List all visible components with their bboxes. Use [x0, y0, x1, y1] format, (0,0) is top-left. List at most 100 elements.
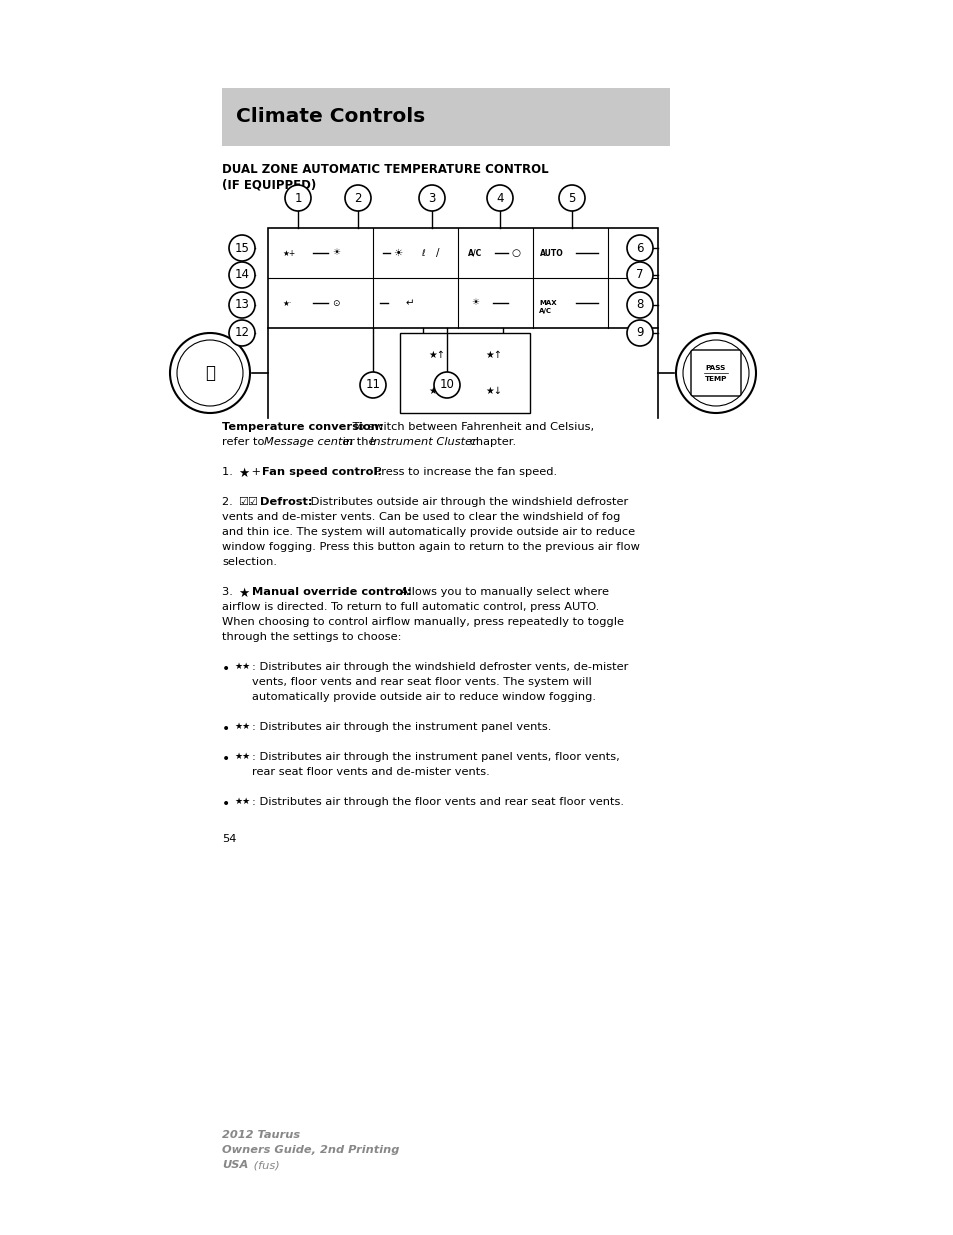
Text: Fan speed control:: Fan speed control:	[262, 467, 381, 477]
Circle shape	[626, 320, 652, 346]
Text: ⏻: ⏻	[205, 364, 214, 382]
Text: (fus): (fus)	[250, 1160, 279, 1170]
Text: Message center: Message center	[264, 437, 354, 447]
Text: ⊙: ⊙	[332, 299, 339, 308]
Circle shape	[626, 291, 652, 317]
Text: MAX: MAX	[538, 300, 556, 306]
Text: 7: 7	[636, 268, 643, 282]
Bar	[222, 88, 669, 146]
Text: Temperature conversion:: Temperature conversion:	[222, 422, 383, 432]
Text: ★★: ★★	[233, 722, 250, 731]
Text: 1.: 1.	[222, 467, 236, 477]
Text: A/C: A/C	[538, 308, 552, 314]
Text: ☀: ☀	[332, 248, 339, 258]
Text: refer to: refer to	[222, 437, 268, 447]
Text: ★·: ★·	[283, 299, 292, 308]
Text: 14: 14	[234, 268, 250, 282]
Text: +: +	[248, 467, 264, 477]
Text: •: •	[222, 722, 230, 736]
Text: Manual override control:: Manual override control:	[252, 587, 411, 597]
Text: 11: 11	[365, 378, 380, 391]
Text: : Distributes air through the floor vents and rear seat floor vents.: : Distributes air through the floor vent…	[252, 797, 623, 806]
Text: rear seat floor vents and de-mister vents.: rear seat floor vents and de-mister vent…	[252, 767, 489, 777]
Text: ★: ★	[237, 467, 249, 480]
Text: 54: 54	[222, 835, 236, 845]
FancyBboxPatch shape	[690, 350, 740, 396]
Text: A/C: A/C	[468, 248, 482, 258]
Text: : Distributes air through the windshield defroster vents, de-mister: : Distributes air through the windshield…	[252, 662, 628, 672]
Text: ★: ★	[237, 587, 249, 600]
Text: Allows you to manually select where: Allows you to manually select where	[396, 587, 608, 597]
Text: PASS: PASS	[705, 366, 725, 370]
Text: chapter.: chapter.	[465, 437, 516, 447]
Text: 10: 10	[439, 378, 454, 391]
Text: 2.: 2.	[222, 496, 236, 508]
Text: ★★: ★★	[233, 752, 250, 761]
Text: AUTO: AUTO	[539, 248, 563, 258]
Circle shape	[229, 291, 254, 317]
Circle shape	[285, 185, 311, 211]
Text: /: /	[436, 248, 439, 258]
Circle shape	[626, 235, 652, 261]
Circle shape	[558, 185, 584, 211]
Text: 15: 15	[234, 242, 249, 254]
Bar	[399, 333, 530, 412]
Circle shape	[229, 235, 254, 261]
Text: vents, floor vents and rear seat floor vents. The system will: vents, floor vents and rear seat floor v…	[252, 677, 591, 687]
Text: ↵: ↵	[405, 298, 414, 308]
Text: ★★: ★★	[233, 662, 250, 671]
Text: and thin ice. The system will automatically provide outside air to reduce: and thin ice. The system will automatica…	[222, 527, 635, 537]
Text: ★↑: ★↑	[485, 351, 501, 361]
Text: 2: 2	[354, 191, 361, 205]
Text: Instrument Cluster: Instrument Cluster	[370, 437, 476, 447]
Text: (IF EQUIPPED): (IF EQUIPPED)	[222, 178, 315, 191]
Text: When choosing to control airflow manually, press repeatedly to toggle: When choosing to control airflow manuall…	[222, 618, 623, 627]
Text: automatically provide outside air to reduce window fogging.: automatically provide outside air to red…	[252, 692, 596, 701]
Text: 3: 3	[428, 191, 436, 205]
Text: selection.: selection.	[222, 557, 276, 567]
Text: ☑☑: ☑☑	[237, 496, 257, 508]
Text: ★★: ★★	[233, 797, 250, 806]
Circle shape	[486, 185, 513, 211]
Text: through the settings to choose:: through the settings to choose:	[222, 632, 401, 642]
Text: To switch between Fahrenheit and Celsius,: To switch between Fahrenheit and Celsius…	[349, 422, 594, 432]
Text: ☀: ☀	[471, 299, 478, 308]
Text: •: •	[222, 752, 230, 766]
Bar	[268, 228, 658, 329]
Text: 8: 8	[636, 299, 643, 311]
Circle shape	[229, 320, 254, 346]
Text: ★↑: ★↑	[428, 351, 444, 361]
Text: airflow is directed. To return to full automatic control, press AUTO.: airflow is directed. To return to full a…	[222, 601, 598, 613]
Text: •: •	[222, 662, 230, 676]
Circle shape	[626, 262, 652, 288]
Text: DUAL ZONE AUTOMATIC TEMPERATURE CONTROL: DUAL ZONE AUTOMATIC TEMPERATURE CONTROL	[222, 163, 548, 177]
Circle shape	[359, 372, 386, 398]
Text: 1: 1	[294, 191, 301, 205]
Circle shape	[418, 185, 444, 211]
Text: Owners Guide, 2nd Printing: Owners Guide, 2nd Printing	[222, 1145, 399, 1155]
Text: 6: 6	[636, 242, 643, 254]
Text: USA: USA	[222, 1160, 248, 1170]
Text: ★↓: ★↓	[485, 385, 501, 395]
Text: 9: 9	[636, 326, 643, 340]
Circle shape	[229, 262, 254, 288]
Text: vents and de-mister vents. Can be used to clear the windshield of fog: vents and de-mister vents. Can be used t…	[222, 513, 619, 522]
Text: 5: 5	[568, 191, 575, 205]
Text: ☀: ☀	[393, 248, 402, 258]
Text: ○: ○	[511, 248, 520, 258]
Text: 3.: 3.	[222, 587, 236, 597]
Text: 12: 12	[234, 326, 250, 340]
Text: 2012 Taurus: 2012 Taurus	[222, 1130, 300, 1140]
Circle shape	[345, 185, 371, 211]
Text: 4: 4	[496, 191, 503, 205]
Text: ★+: ★+	[283, 248, 296, 258]
Text: •: •	[222, 797, 230, 811]
Text: ℓ: ℓ	[420, 248, 424, 258]
Text: Press to increase the fan speed.: Press to increase the fan speed.	[371, 467, 557, 477]
Text: Distributes outside air through the windshield defroster: Distributes outside air through the wind…	[307, 496, 628, 508]
Text: : Distributes air through the instrument panel vents.: : Distributes air through the instrument…	[252, 722, 551, 732]
Text: TEMP: TEMP	[704, 375, 726, 382]
Text: window fogging. Press this button again to return to the previous air flow: window fogging. Press this button again …	[222, 542, 639, 552]
Text: 13: 13	[234, 299, 249, 311]
Text: in the: in the	[338, 437, 378, 447]
